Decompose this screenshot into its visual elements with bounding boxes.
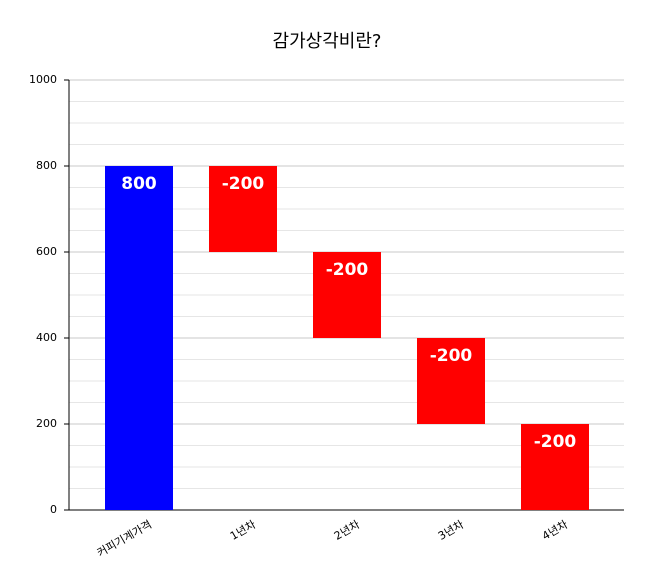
y-tick-label: 800 (36, 159, 57, 172)
value-label: -200 (222, 174, 265, 194)
y-tick-label: 200 (36, 417, 57, 430)
bar (105, 166, 173, 510)
value-label: -200 (534, 432, 577, 452)
x-tick-label: 4년차 (540, 518, 570, 543)
y-tick-label: 600 (36, 245, 57, 258)
y-tick-label: 1000 (29, 73, 57, 86)
value-label: 800 (121, 174, 157, 194)
x-tick-label: 1년차 (228, 518, 258, 543)
bar (209, 166, 277, 252)
bar (313, 252, 381, 338)
value-label: -200 (326, 260, 369, 280)
x-tick-label: 커피기계가격 (95, 518, 154, 560)
x-tick-label: 3년차 (436, 518, 466, 543)
y-tick-label: 0 (50, 503, 57, 516)
y-tick-label: 400 (36, 331, 57, 344)
chart-title: 감가상각비란? (273, 31, 382, 52)
x-tick-label: 2년차 (332, 518, 362, 543)
bar (521, 424, 589, 510)
bar (417, 338, 485, 424)
value-label: -200 (430, 346, 473, 366)
